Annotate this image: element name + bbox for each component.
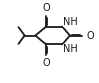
Text: NH: NH (63, 44, 78, 54)
Text: O: O (86, 31, 94, 41)
Text: NH: NH (63, 17, 78, 27)
Text: O: O (42, 3, 50, 13)
Text: O: O (42, 58, 50, 68)
